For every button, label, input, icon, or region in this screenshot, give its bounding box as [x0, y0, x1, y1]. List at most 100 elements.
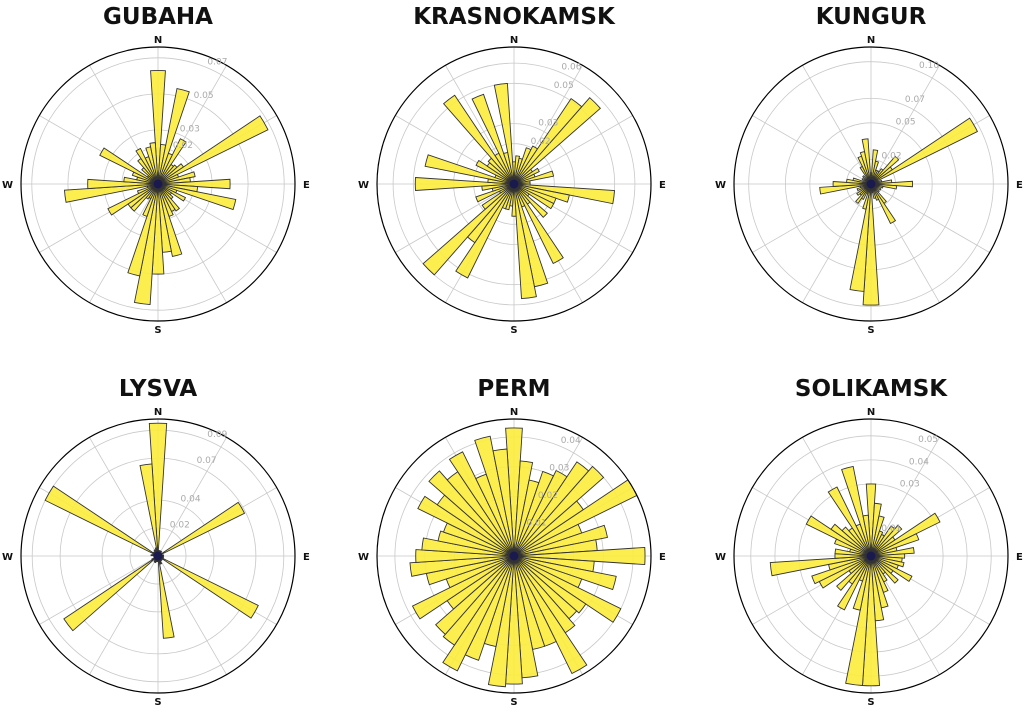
compass-label-s: S	[154, 697, 161, 708]
outer-circle	[20, 46, 296, 322]
compass-label-n: N	[154, 407, 162, 418]
radial-tick-label: 0.07	[207, 58, 227, 68]
chart-title: KRASNOKAMSK	[413, 4, 615, 30]
radial-grid-line	[157, 555, 227, 675]
rose-panel-kungur: KUNGUR 0.02 0.05 0.07 0.10 N S E W	[715, 2, 1023, 342]
outer-circle	[733, 46, 1009, 322]
wind-bar	[841, 526, 872, 557]
rose-panel-solikamsk: SOLIKAMSK 0.01 0.03 0.04 0.05 N S E W	[715, 374, 1023, 714]
chart-title: LYSVA	[118, 376, 198, 402]
compass-label-w: W	[715, 180, 726, 191]
radial-tick-label: 0.07	[197, 456, 217, 466]
rose-panel-krasnokamsk: KRASNOKAMSK 0.02 0.03 0.05 0.06 N S E W	[358, 2, 666, 342]
outer-circle	[376, 418, 652, 694]
wind-bar	[836, 555, 872, 611]
compass-label-w: W	[2, 180, 13, 191]
compass-label-e: E	[1016, 552, 1023, 563]
compass-label-n: N	[867, 407, 875, 418]
wind-bar	[415, 549, 515, 563]
wind-bar	[417, 495, 515, 557]
chart-title: GUBAHA	[103, 4, 213, 30]
radial-tick-label: 0.02	[170, 520, 190, 530]
wind-bar	[87, 178, 159, 190]
radial-tick-label: 0.04	[181, 495, 201, 505]
wind-bar	[832, 181, 872, 187]
wind-bar	[513, 555, 587, 614]
wind-bar	[513, 465, 605, 557]
compass-label-e: E	[303, 180, 310, 191]
wind-bar	[513, 555, 622, 623]
center-hub	[866, 179, 876, 189]
rose-panel-gubaha: GUBAHA 0.02 0.03 0.05 0.07 N S E W	[2, 2, 310, 342]
wind-bar	[870, 117, 979, 185]
radial-tick-label: 0.03	[538, 118, 558, 128]
center-hub	[153, 551, 163, 561]
wind-bar	[870, 180, 914, 188]
compass-label-s: S	[510, 325, 517, 336]
radial-tick-label: 0.02	[531, 137, 551, 147]
compass-label-n: N	[154, 35, 162, 46]
radial-tick-label: 0.04	[561, 436, 581, 446]
radial-tick-label: 0.10	[919, 61, 939, 71]
wind-bar	[836, 555, 872, 591]
compass-label-e: E	[659, 552, 666, 563]
radial-tick-label: 0.05	[554, 81, 574, 91]
compass-label-w: W	[358, 180, 369, 191]
radial-grid-line	[870, 65, 940, 185]
radial-tick-label: 0.05	[918, 435, 938, 445]
wind-bar	[455, 183, 515, 279]
wind-bar	[811, 555, 872, 585]
wind-bar	[513, 167, 540, 185]
radial-tick-label: 0.03	[180, 124, 200, 134]
wind-bar	[481, 183, 515, 210]
center-hub	[509, 551, 519, 561]
wind-bar	[44, 485, 159, 557]
radial-tick-label: 0.01	[881, 524, 901, 534]
chart-title: PERM	[477, 376, 551, 402]
radial-tick-label: 0.05	[896, 118, 916, 128]
chart-title: KUNGUR	[815, 4, 927, 30]
compass-label-w: W	[2, 552, 13, 563]
wind-bar	[841, 465, 872, 557]
wind-bar	[505, 427, 523, 557]
wind-bar	[513, 183, 537, 300]
wind-bar	[411, 555, 515, 620]
wind-bar	[157, 183, 237, 211]
wind-bar	[870, 547, 915, 557]
wind-bar	[474, 435, 515, 557]
wind-bar	[471, 93, 515, 185]
wind-bar	[157, 183, 183, 258]
wind-bar	[424, 154, 515, 185]
wind-bar	[870, 533, 920, 557]
compass-label-s: S	[154, 325, 161, 336]
radial-tick-label: 0.07	[905, 95, 925, 105]
wind-rose-chart: 0.02 0.04 0.07 0.09 N S E W	[2, 407, 310, 708]
wind-bar	[139, 463, 159, 557]
wind-rose-chart: 0.01 0.02 0.03 0.04 N S E W	[358, 407, 666, 708]
grid-ring	[412, 82, 616, 286]
wind-bar	[870, 183, 897, 225]
radial-grid-line	[752, 115, 872, 185]
radial-grid-line	[395, 183, 515, 253]
radial-tick-label: 0.05	[194, 91, 214, 101]
radial-tick-label: 0.03	[549, 464, 569, 474]
wind-bar	[513, 170, 555, 185]
radial-tick-label: 0.04	[909, 457, 929, 467]
wind-rose-chart: 0.02 0.05 0.07 0.10 N S E W	[715, 35, 1023, 336]
wind-bar	[870, 555, 899, 584]
outer-circle	[376, 46, 652, 322]
wind-bar	[428, 470, 515, 557]
wind-bar	[442, 555, 515, 672]
wind-bar	[830, 523, 872, 557]
wind-rose-chart: 0.01 0.03 0.04 0.05 N S E W	[715, 407, 1023, 708]
wind-bar	[107, 183, 159, 216]
wind-bar	[865, 483, 877, 557]
wind-bar	[157, 115, 269, 185]
chart-title: SOLIKAMSK	[794, 376, 948, 402]
wind-bar	[861, 138, 872, 185]
radial-grid-line	[870, 183, 990, 253]
wind-bar	[870, 155, 900, 185]
wind-bar	[448, 451, 515, 557]
wind-bar	[63, 555, 159, 632]
compass-label-s: S	[867, 697, 874, 708]
